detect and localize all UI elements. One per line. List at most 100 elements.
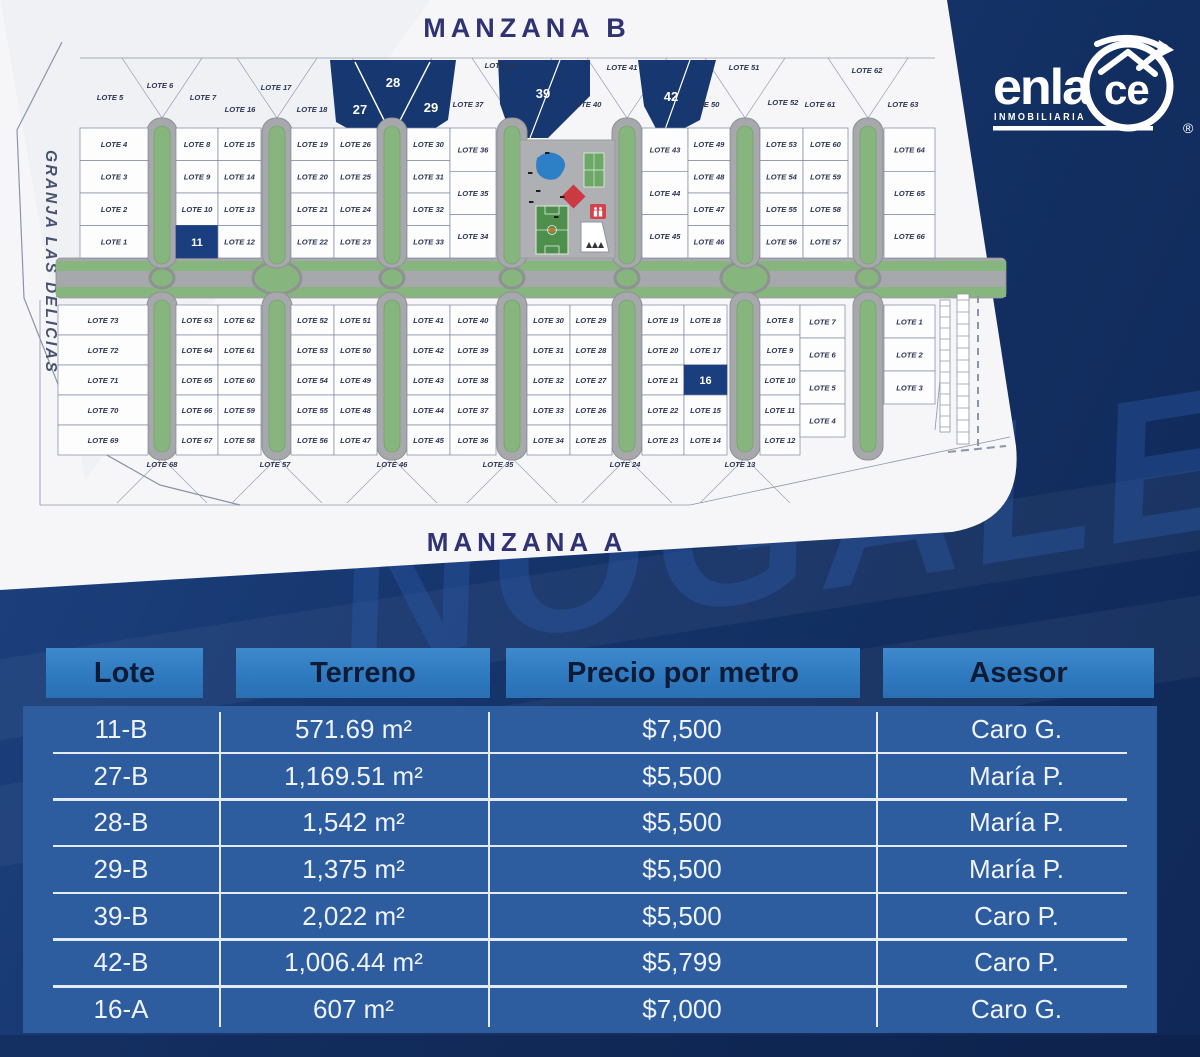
roundabout	[148, 266, 176, 290]
svg-text:LOTE 14: LOTE 14	[224, 173, 256, 182]
svg-text:LOTE 55: LOTE 55	[297, 406, 329, 415]
lot-label: LOTE 52	[768, 98, 800, 107]
lot-cell	[79, 160, 149, 194]
bench	[528, 172, 533, 174]
table-cell: 29-B	[93, 853, 149, 884]
lot-label: LOTE 68	[147, 460, 179, 469]
price-table: Lote Terreno Precio por metro Asesor 11-…	[23, 648, 1157, 1033]
svg-text:LOTE 25: LOTE 25	[340, 173, 372, 182]
table-cell: Caro G.	[970, 713, 1063, 744]
table-cell: 2,022 m²	[302, 900, 405, 931]
lot-label: LOTE 46	[377, 460, 409, 469]
svg-text:LOTE 66: LOTE 66	[894, 232, 926, 241]
logo-subtitle: INMOBILIARIA	[994, 111, 1086, 123]
svg-text:LOTE 72: LOTE 72	[88, 346, 120, 355]
lot-cell	[759, 364, 801, 396]
lot-cell	[290, 424, 335, 456]
svg-text:LOTE 54: LOTE 54	[297, 376, 329, 385]
lot-cell	[802, 127, 849, 161]
lot-cell	[641, 424, 685, 456]
registered-mark: ®	[1183, 120, 1194, 136]
lot-cell	[883, 214, 936, 259]
highlight-wedge-27-28-29	[330, 60, 456, 138]
table-cell: 571.69 m²	[294, 713, 413, 744]
table-cell: $5,799	[642, 947, 722, 978]
svg-text:LOTE 35: LOTE 35	[458, 189, 490, 198]
header-terreno: Terreno	[236, 648, 490, 698]
svg-text:LOTE 27: LOTE 27	[576, 376, 608, 385]
svg-text:LOTE 15: LOTE 15	[690, 406, 722, 415]
lot-cell	[217, 192, 262, 226]
highlighted-lot-label: 27	[353, 102, 367, 117]
bottom-shade	[0, 1035, 1200, 1057]
svg-text:LOTE 56: LOTE 56	[766, 238, 798, 247]
svg-text:16: 16	[699, 375, 711, 387]
svg-text:LOTE 23: LOTE 23	[340, 238, 372, 247]
svg-text:LOTE 6: LOTE 6	[809, 350, 836, 359]
logo-text-ce: ce	[1104, 66, 1149, 113]
svg-text:LOTE 65: LOTE 65	[182, 376, 214, 385]
enlace-logo: enla ce INMOBILIARIA ®	[993, 34, 1194, 136]
table-cell: 42-B	[93, 947, 149, 978]
lot-cell	[217, 127, 262, 161]
svg-text:LOTE 43: LOTE 43	[650, 145, 682, 154]
svg-text:LOTE 3: LOTE 3	[896, 383, 923, 392]
lot-label: LOTE 63	[888, 100, 920, 109]
site-plan-map: MANZANA B MANZANA A GRANJA LAS DELICIAS …	[0, 0, 1017, 590]
svg-text:LOTE 31: LOTE 31	[413, 173, 444, 182]
table-cell: $5,500	[642, 900, 722, 931]
lot-cell	[449, 214, 497, 259]
svg-text:LOTE 2: LOTE 2	[101, 205, 128, 214]
svg-text:LOTE 25: LOTE 25	[576, 436, 608, 445]
column-divider	[219, 712, 221, 1027]
lot-label: LOTE 5	[97, 93, 124, 102]
table-cell: 1,542 m²	[302, 807, 405, 838]
svg-text:LOTE 3: LOTE 3	[101, 173, 128, 182]
lot-cell	[802, 160, 849, 194]
svg-text:LOTE 33: LOTE 33	[413, 238, 445, 247]
header-asesor: Asesor	[883, 648, 1154, 698]
svg-text:LOTE 69: LOTE 69	[88, 436, 120, 445]
highlighted-lot-cell	[175, 225, 219, 259]
lot-cell	[802, 225, 849, 259]
row-divider	[53, 798, 1127, 801]
row-divider	[53, 938, 1127, 941]
lot-cell	[406, 225, 451, 259]
lot-cell	[406, 364, 451, 396]
svg-text:LOTE 52: LOTE 52	[297, 316, 329, 325]
svg-text:LOTE 19: LOTE 19	[648, 316, 680, 325]
lot-label: LOTE 18	[297, 105, 329, 114]
east-road	[939, 299, 951, 433]
svg-text:LOTE 54: LOTE 54	[766, 173, 798, 182]
svg-text:LOTE 51: LOTE 51	[340, 316, 371, 325]
svg-text:LOTE 12: LOTE 12	[765, 436, 797, 445]
lot-cell	[217, 334, 262, 366]
lot-cell	[687, 192, 731, 226]
svg-text:LOTE 56: LOTE 56	[297, 436, 329, 445]
table-cell: Caro P.	[974, 900, 1059, 931]
svg-text:LOTE 2: LOTE 2	[896, 350, 923, 359]
svg-text:LOTE 58: LOTE 58	[224, 436, 256, 445]
lot-cell	[641, 394, 685, 426]
svg-text:LOTE 50: LOTE 50	[340, 346, 372, 355]
lot-cell	[290, 127, 335, 161]
svg-text:LOTE 42: LOTE 42	[413, 346, 445, 355]
svg-text:LOTE 4: LOTE 4	[101, 140, 128, 149]
pool	[536, 152, 566, 180]
svg-text:LOTE 11: LOTE 11	[765, 406, 795, 415]
lot-cell	[687, 127, 731, 161]
lot-cell	[526, 304, 571, 336]
table-cell: 39-B	[93, 900, 149, 931]
lot-label: LOTE 35	[483, 460, 515, 469]
table-cell: $7,000	[642, 994, 722, 1025]
lot-cell	[449, 364, 497, 396]
row-divider	[53, 891, 1127, 895]
svg-text:LOTE 65: LOTE 65	[894, 189, 926, 198]
svg-text:LOTE 14: LOTE 14	[690, 436, 722, 445]
lot-cell	[57, 364, 149, 396]
highlighted-lot-label: 42	[664, 89, 678, 104]
lot-label: LOTE 40	[571, 100, 603, 109]
lot-label: LOTE 7	[190, 93, 217, 102]
svg-text:LOTE 38: LOTE 38	[458, 376, 490, 385]
lot-cell	[217, 225, 262, 259]
